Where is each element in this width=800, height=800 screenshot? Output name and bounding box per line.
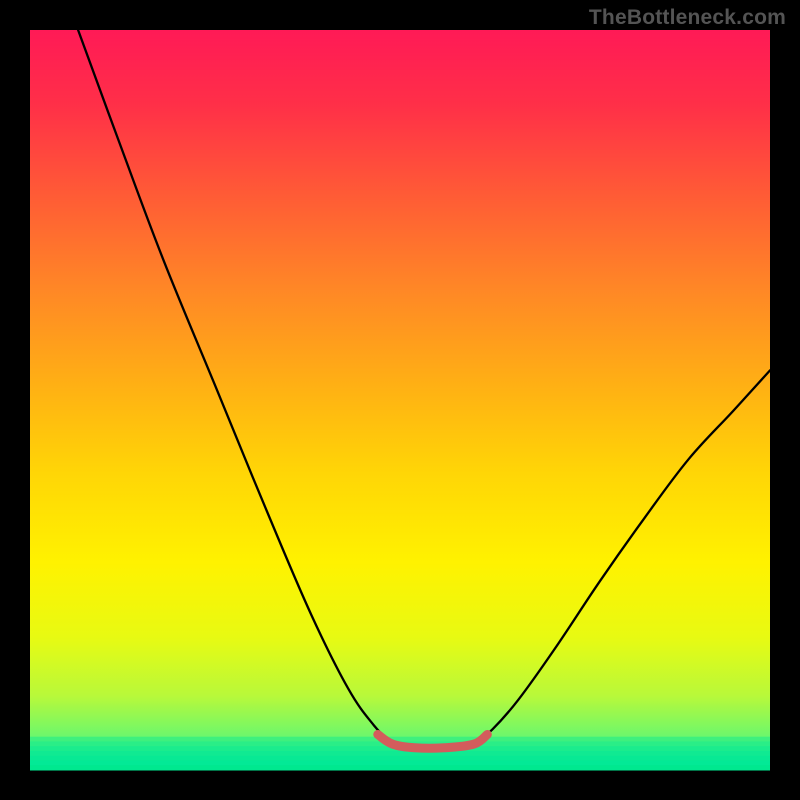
bottleneck-chart [0, 0, 800, 800]
green-band-stripe [30, 760, 770, 765]
chart-container: TheBottleneck.com [0, 0, 800, 800]
green-band-stripe [30, 737, 770, 742]
green-band-stripe [30, 751, 770, 756]
green-band-stripe [30, 756, 770, 761]
green-band-stripe [30, 765, 770, 770]
plot-gradient [30, 30, 770, 770]
watermark-text: TheBottleneck.com [589, 6, 786, 30]
